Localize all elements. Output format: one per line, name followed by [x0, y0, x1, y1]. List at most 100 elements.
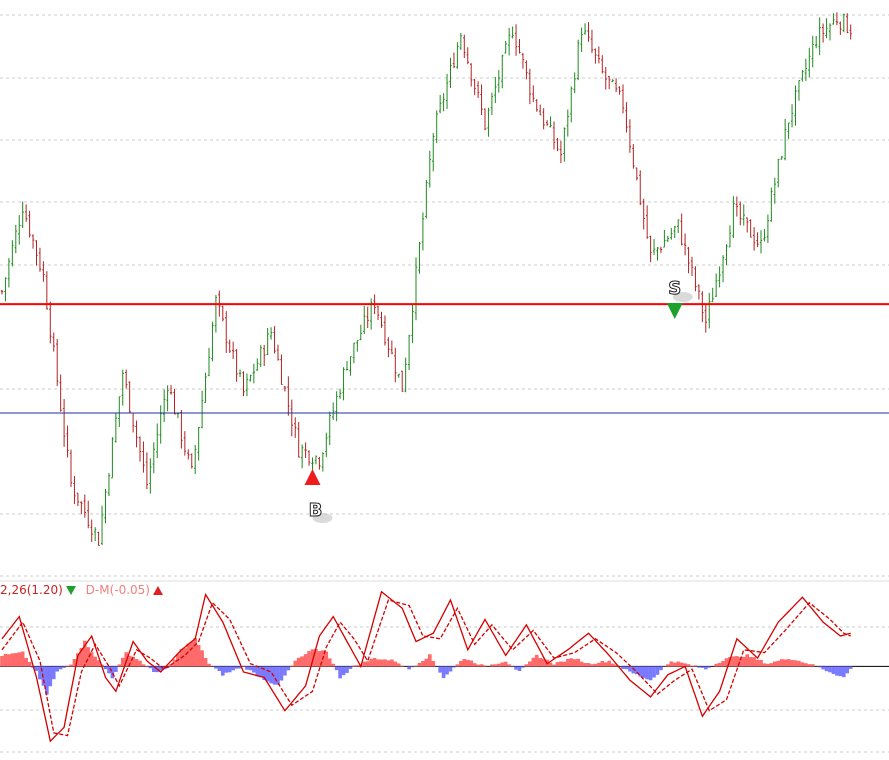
histogram-bar — [258, 666, 263, 678]
histogram-bar — [117, 664, 122, 667]
histogram-bar — [27, 661, 32, 667]
histogram-bar — [407, 666, 411, 670]
candle — [501, 54, 504, 89]
histogram-bar — [369, 658, 373, 667]
histogram-bar — [438, 666, 442, 673]
candle — [214, 294, 218, 333]
candle — [359, 324, 362, 341]
candle — [680, 213, 683, 246]
histogram-bar — [810, 664, 815, 667]
histogram-bar — [224, 666, 229, 673]
candle — [38, 247, 42, 272]
candle — [697, 284, 701, 300]
histogram-bar — [310, 649, 315, 667]
down-triangle-icon — [65, 586, 76, 595]
histogram-bar — [83, 640, 87, 667]
candle — [673, 225, 676, 239]
candle — [176, 413, 180, 419]
candle — [62, 399, 66, 447]
candle — [442, 93, 445, 112]
candle — [514, 24, 518, 56]
histogram-bar — [265, 666, 270, 682]
candle — [711, 287, 714, 303]
candle — [459, 33, 463, 50]
candle — [539, 104, 542, 116]
histogram-bar — [528, 661, 532, 667]
histogram-bar — [517, 666, 522, 671]
candle — [504, 40, 507, 54]
candle — [93, 527, 97, 542]
histogram-bar — [45, 666, 49, 695]
candle — [545, 120, 549, 126]
histogram-bar — [17, 652, 22, 667]
candle — [338, 388, 342, 399]
candle — [335, 391, 338, 422]
candle — [576, 39, 580, 81]
candle — [449, 57, 452, 88]
candle — [187, 449, 190, 460]
candle — [321, 452, 325, 472]
histogram-bar — [96, 660, 101, 667]
histogram-bar — [448, 666, 453, 672]
histogram-bar — [838, 666, 843, 677]
candle — [7, 258, 11, 288]
histogram-bar — [531, 657, 536, 667]
candle — [318, 456, 321, 470]
candle — [345, 360, 349, 371]
histogram-bar — [200, 650, 204, 667]
candle — [352, 342, 356, 364]
histogram-bar — [786, 659, 791, 667]
candle — [587, 22, 590, 42]
candle — [104, 488, 107, 524]
histogram-bar — [724, 658, 729, 667]
histogram-bar — [562, 661, 567, 667]
histogram-bar — [324, 651, 329, 667]
candle — [421, 212, 425, 251]
candle — [56, 339, 59, 387]
candle — [846, 13, 849, 34]
histogram-bar — [576, 658, 580, 667]
histogram-bar — [493, 664, 498, 667]
histogram-bar — [666, 664, 670, 667]
histogram-bar — [828, 666, 832, 673]
candle — [190, 453, 193, 469]
histogram-bar — [390, 659, 394, 667]
histogram-bar — [483, 665, 487, 667]
candle — [483, 108, 487, 131]
candle — [573, 72, 576, 94]
candle — [138, 436, 142, 462]
candle — [666, 235, 670, 243]
histogram-bar — [538, 658, 542, 667]
candle — [480, 84, 483, 115]
sell-down-triangle-icon — [666, 303, 683, 319]
candle — [380, 311, 383, 328]
histogram-bar — [793, 660, 798, 667]
candle — [849, 24, 852, 40]
histogram-bar — [76, 653, 80, 667]
histogram-bar — [186, 643, 191, 667]
histogram-bar — [534, 654, 539, 667]
candle — [159, 405, 162, 444]
candle — [611, 79, 614, 83]
histogram-bar — [24, 657, 28, 667]
candle — [221, 305, 224, 322]
histogram-bar — [745, 654, 749, 667]
buy-up-triangle-icon — [304, 469, 321, 485]
candle — [249, 374, 252, 382]
histogram-bar — [114, 666, 118, 672]
candle — [14, 224, 17, 254]
candle — [618, 86, 621, 95]
histogram-bar — [579, 661, 584, 667]
candle — [718, 266, 721, 288]
candle — [625, 102, 628, 133]
candle — [818, 17, 821, 56]
candle — [280, 354, 283, 386]
histogram-bar — [217, 666, 222, 672]
histogram-bar — [817, 666, 822, 668]
histogram-bar — [641, 666, 646, 678]
candle — [704, 304, 707, 333]
histogram-bar — [445, 666, 449, 675]
histogram-bar — [717, 662, 722, 667]
candle — [125, 369, 128, 389]
candle — [570, 86, 573, 123]
